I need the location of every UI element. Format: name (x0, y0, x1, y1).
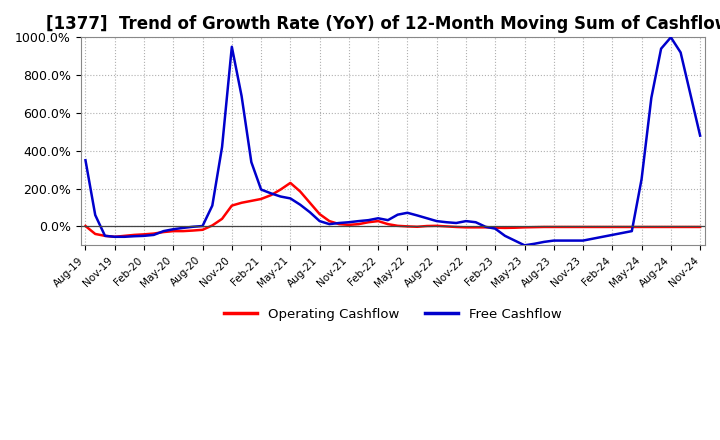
Legend: Operating Cashflow, Free Cashflow: Operating Cashflow, Free Cashflow (219, 302, 567, 326)
Title: [1377]  Trend of Growth Rate (YoY) of 12-Month Moving Sum of Cashflows: [1377] Trend of Growth Rate (YoY) of 12-… (46, 15, 720, 33)
